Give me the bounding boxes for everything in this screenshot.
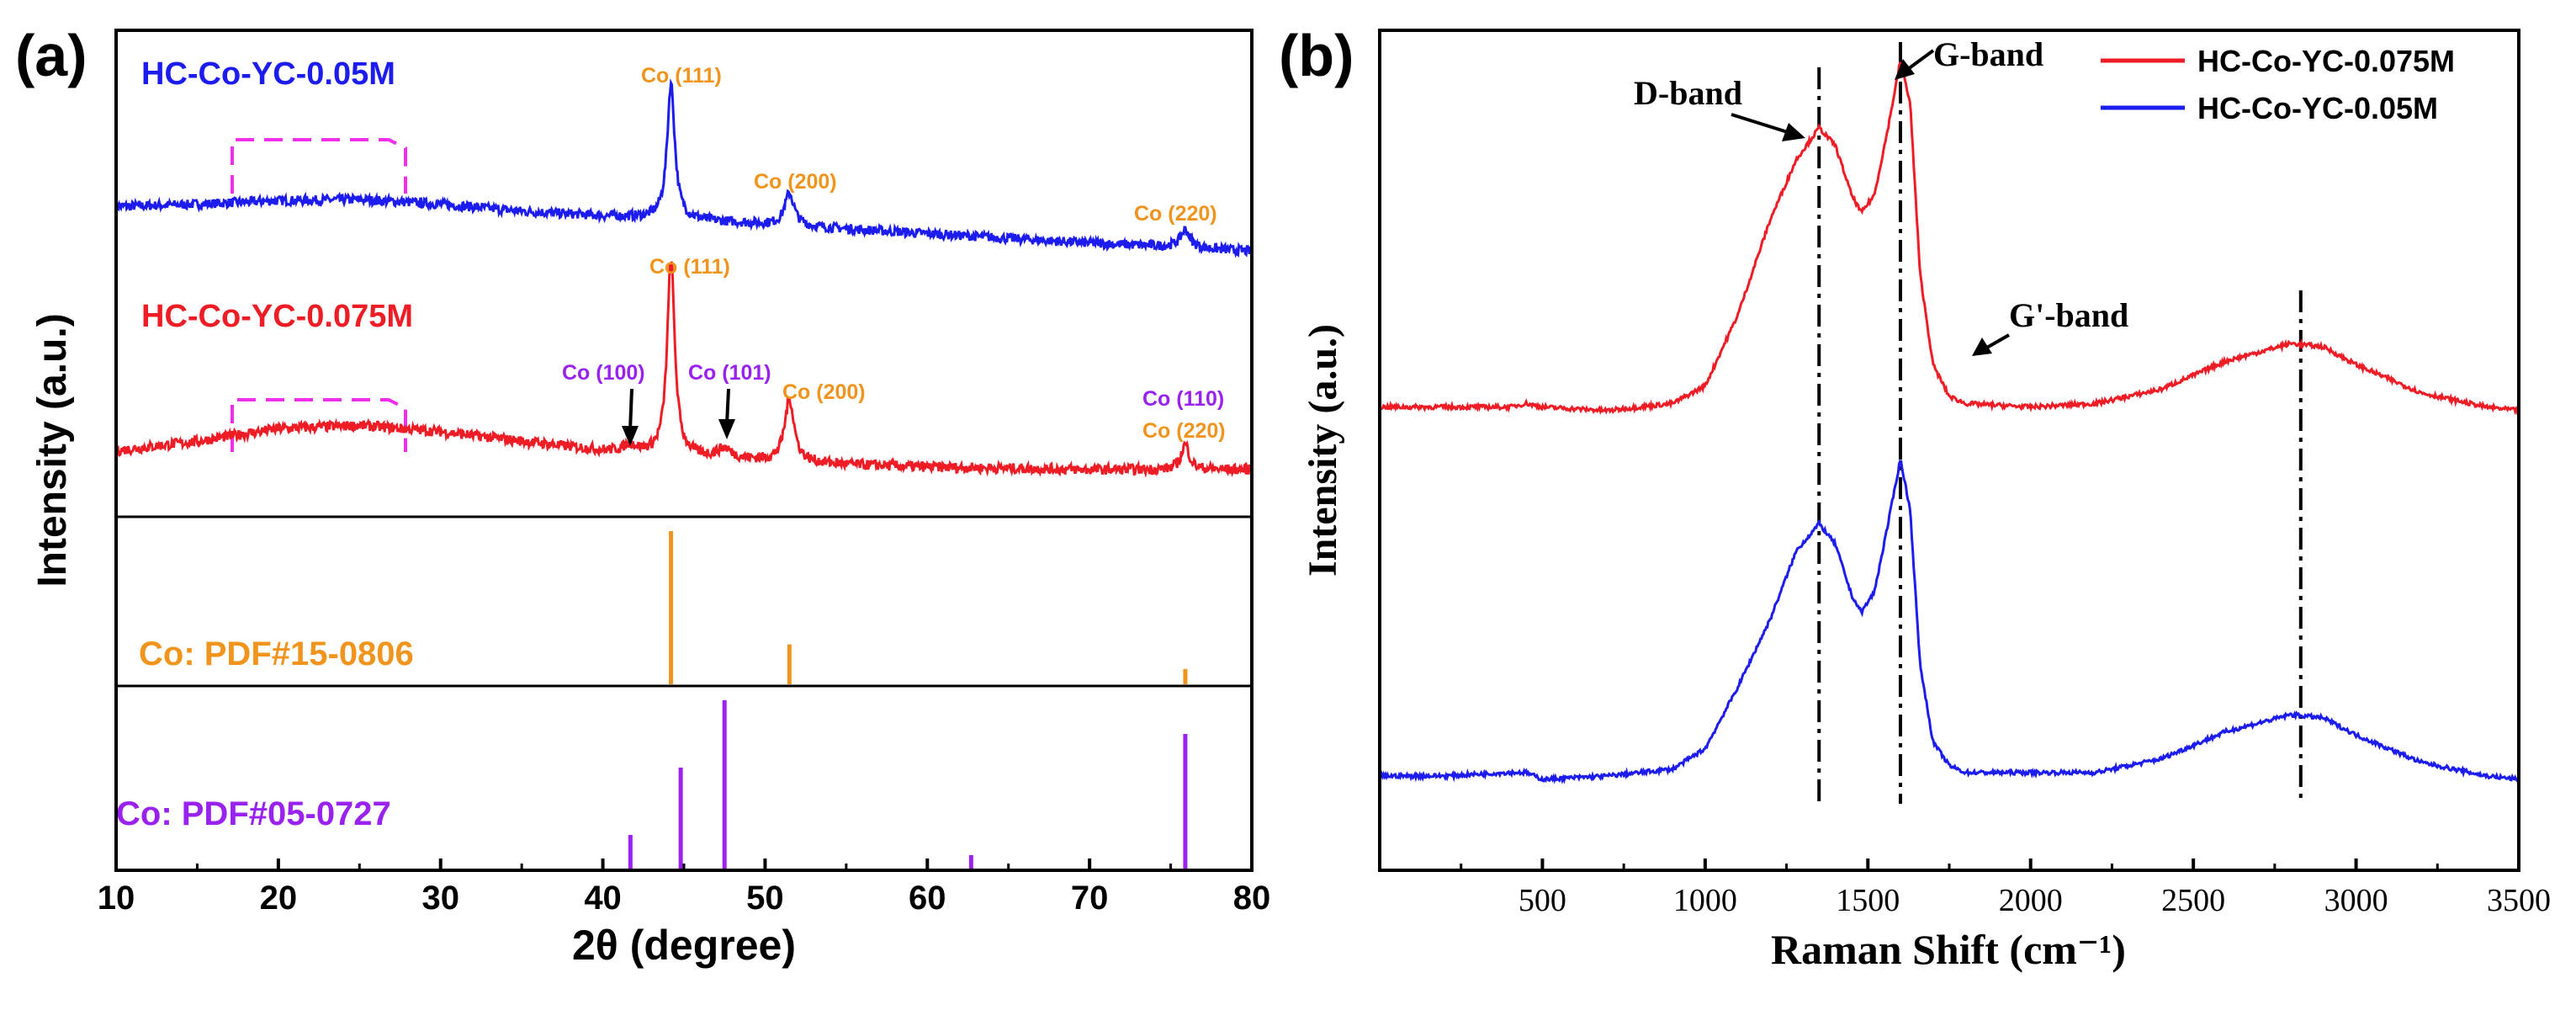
band-label-d: D-band [1634,74,1742,112]
panel-b-x-axis-title: Raman Shift (cm⁻¹) [1771,926,2126,973]
x-tick-label-b-3000: 3000 [2324,883,2388,918]
x-tick-label-a-20: 20 [260,880,298,917]
peak-annotation-blue-co-220: Co (220) [1134,202,1217,226]
panel-b-x-ticks: 500 1000 1500 2000 2500 3000 3500 [1460,858,2551,918]
peak-arrow-co-101 [718,388,735,439]
panel-b-frame [1378,29,2520,872]
xrd-series-hc-co-yc-0.05m [114,78,1253,258]
panel-b-label: (b) [1279,23,1354,88]
peak-annotation-red-co-220: Co (220) [1142,419,1226,443]
peak-annotation-blue-co-111: Co (111) [641,64,722,88]
peak-annotation-red-co-110: Co (110) [1142,387,1224,411]
panel-a-xrd: (a) HC-Co-YC-0.05M HC-Co-YC-0.075M Co (1… [15,23,1270,969]
legend-label-0.05m: HC-Co-YC-0.05M [2197,91,2438,125]
panel-a-label: (a) [15,23,87,88]
x-tick-label-a-10: 10 [98,880,135,917]
x-tick-label-a-70: 70 [1071,880,1109,917]
series-label-0.075m: HC-Co-YC-0.075M [141,299,413,334]
series-label-0.05m: HC-Co-YC-0.05M [141,56,395,92]
x-tick-label-a-40: 40 [584,880,622,917]
x-tick-label-b-2000: 2000 [1999,883,2063,918]
band-arrow-g [1895,49,1935,80]
x-tick-label-a-80: 80 [1233,880,1271,917]
peak-annotation-red-co-200: Co (200) [782,380,866,404]
panel-a-x-axis-title: 2θ (degree) [572,922,796,969]
xrd-series-hc-co-yc-0.075m [114,261,1254,478]
x-tick-label-b-1500: 1500 [1836,883,1900,918]
panel-b-y-axis-title: Intensity (a.u.) [1301,324,1345,577]
raman-series-hc-co-yc-0.075m [1378,61,2520,416]
legend: HC-Co-YC-0.075M HC-Co-YC-0.05M [2101,44,2455,125]
panel-a-y-axis-title: Intensity (a.u.) [30,313,75,587]
x-tick-label-a-50: 50 [746,880,784,917]
amorphous-region-marker-blue [231,138,407,194]
peak-arrow-co-100 [622,388,639,446]
band-arrow-d [1731,113,1805,141]
reference-label-pdf-05-0727: Co: PDF#05-0727 [116,795,391,832]
x-tick-label-b-1000: 1000 [1673,883,1737,918]
reference-label-pdf-15-0806: Co: PDF#15-0806 [139,635,414,672]
x-tick-label-b-2500: 2500 [2161,883,2225,918]
x-tick-label-a-30: 30 [421,880,459,917]
raman-series-hc-co-yc-0.05m [1378,460,2520,784]
peak-annotation-blue-co-200: Co (200) [754,170,837,194]
panel-a-frame [114,29,1254,872]
x-tick-label-a-60: 60 [909,880,946,917]
raman-band-lines [1817,42,2303,804]
peak-annotation-red-co-101: Co (101) [688,361,771,385]
band-arrow-g-prime [1972,333,2010,356]
peak-annotation-red-co-100: Co (100) [562,361,645,385]
panel-a-x-ticks: 10 20 30 40 50 60 70 80 [98,858,1271,917]
legend-label-0.075m: HC-Co-YC-0.075M [2197,44,2455,78]
panel-b-raman: (b) D-band G-band G'-band HC-Co-YC-0.075… [1279,23,2551,973]
peak-annotation-red-co-111: Co (111) [649,255,730,279]
band-label-g-prime: G'-band [2009,296,2128,334]
reference-pattern-pdf-15-0806 [669,531,1188,684]
x-tick-label-b-3500: 3500 [2487,883,2551,918]
x-tick-label-b-500: 500 [1519,883,1566,918]
amorphous-region-marker-red [231,398,407,452]
reference-pattern-pdf-05-0727 [628,700,1188,869]
band-label-g: G-band [1933,35,2043,73]
